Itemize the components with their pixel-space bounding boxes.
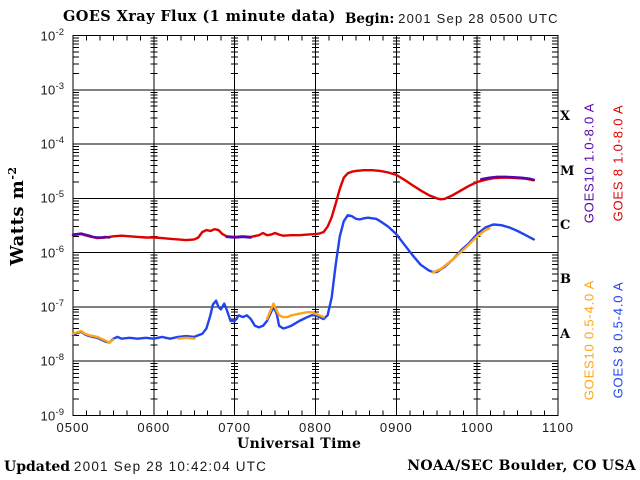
x-tick-label: 1100 [542,420,574,435]
begin-value: 2001 Sep 28 0500 UTC [398,11,559,26]
y-tick-label: 10-5 [40,189,64,206]
y-axis-title: Watts m-2 [6,166,28,265]
y-tick-label: 10-2 [40,26,64,43]
y-tick-label: 10-9 [40,406,64,423]
y-tick-label: 10-7 [40,297,64,315]
flare-class-m: M [560,163,575,179]
legend-goes-8-1-0-8-0-a: GOES 8 1.0-8.0 A [610,104,626,222]
series-goes-8-0-5-4-0-a [71,213,535,344]
legend-goes10-0-5-4-0-a: GOES10 0.5-4.0 A [581,279,597,401]
grid-lines [72,35,559,416]
x-tick-label: 0900 [379,420,413,435]
flare-class-b: B [560,272,571,288]
series-goes10-1-0-8-0-a [71,175,535,239]
y-axis-title-exponent: -2 [6,166,19,180]
x-tick-label: 0600 [137,420,171,435]
y-tick-label: 10-6 [40,243,64,260]
updated-label: Updated [4,459,71,475]
credit-text: NOAA/SEC Boulder, CO USA [407,458,636,474]
y-axis-title-base: Watts m [7,179,28,266]
y-tick-label: 10-8 [40,352,64,369]
series-goes10-0-5-4-0-a [71,227,491,344]
updated-timestamp: Updated 2001 Sep 28 10:42:04 UTC [4,458,267,475]
begin-time: Begin: 2001 Sep 28 0500 UTC [345,11,559,27]
updated-value: 2001 Sep 28 10:42:04 UTC [73,459,268,474]
x-axis-title: Universal Time [237,436,362,452]
legend-goes10-1-0-8-0-a: GOES10 1.0-8.0 A [581,102,597,224]
x-tick-label: 1000 [460,420,494,435]
x-tick-label: 0700 [218,420,252,435]
y-tick-label: 10-4 [40,135,64,152]
series-goes-8-1-0-8-0-a [71,168,535,242]
begin-label: Begin: [345,11,395,27]
flare-class-x: X [560,109,571,125]
flare-class-c: C [560,218,571,233]
legend-goes-8-0-5-4-0-a: GOES 8 0.5-4.0 A [610,281,626,399]
y-tick-label: 10-3 [40,80,64,98]
x-tick-label: 0800 [299,420,332,435]
x-tick-label: 0500 [56,420,90,435]
page-title: GOES Xray Flux (1 minute data) [63,8,336,25]
flare-class-a: A [560,326,571,342]
